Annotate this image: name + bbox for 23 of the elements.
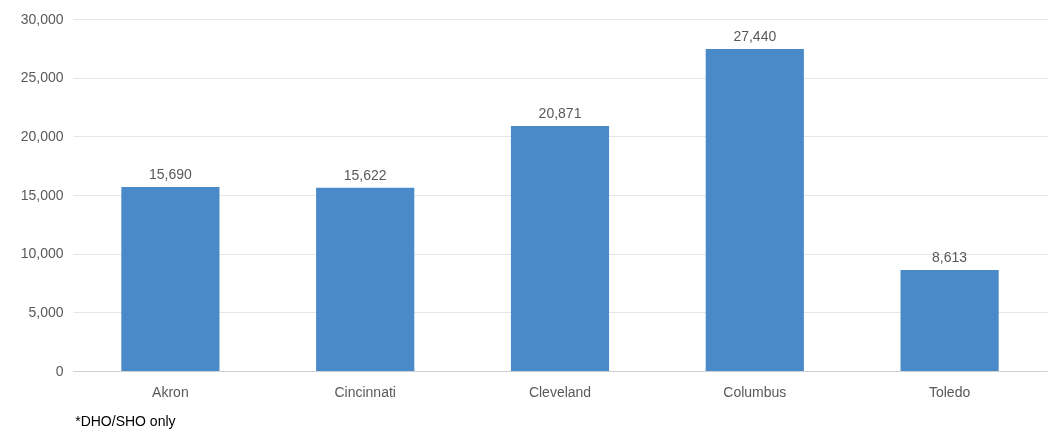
data-label: 15,690	[148, 165, 193, 182]
y-tick-label: 20,000	[20, 127, 64, 144]
y-tick-label: 10,000	[20, 245, 64, 262]
data-label: 20,871	[538, 105, 582, 122]
x-tick-label: Cleveland	[528, 383, 592, 400]
data-label: 8,613	[932, 248, 968, 265]
x-tick-label: Akron	[152, 383, 189, 400]
x-tick-label: Cincinnati	[334, 383, 396, 400]
y-tick-label: 30,000	[20, 10, 64, 27]
bar	[705, 49, 804, 371]
data-label: 27,440	[733, 28, 777, 45]
bar	[510, 126, 610, 371]
bar	[121, 186, 220, 371]
x-tick-label: Columbus	[723, 383, 787, 400]
y-tick-label: 15,000	[20, 186, 64, 203]
x-tick-label: Toledo	[928, 383, 971, 400]
y-tick-label: 0	[55, 362, 64, 379]
y-tick-label: 5,000	[28, 303, 64, 320]
data-label: 15,622	[343, 166, 387, 183]
bar	[316, 187, 415, 371]
bar	[900, 269, 999, 371]
y-tick-label: 25,000	[20, 69, 64, 86]
text: *DHO/SHO only	[75, 413, 176, 429]
